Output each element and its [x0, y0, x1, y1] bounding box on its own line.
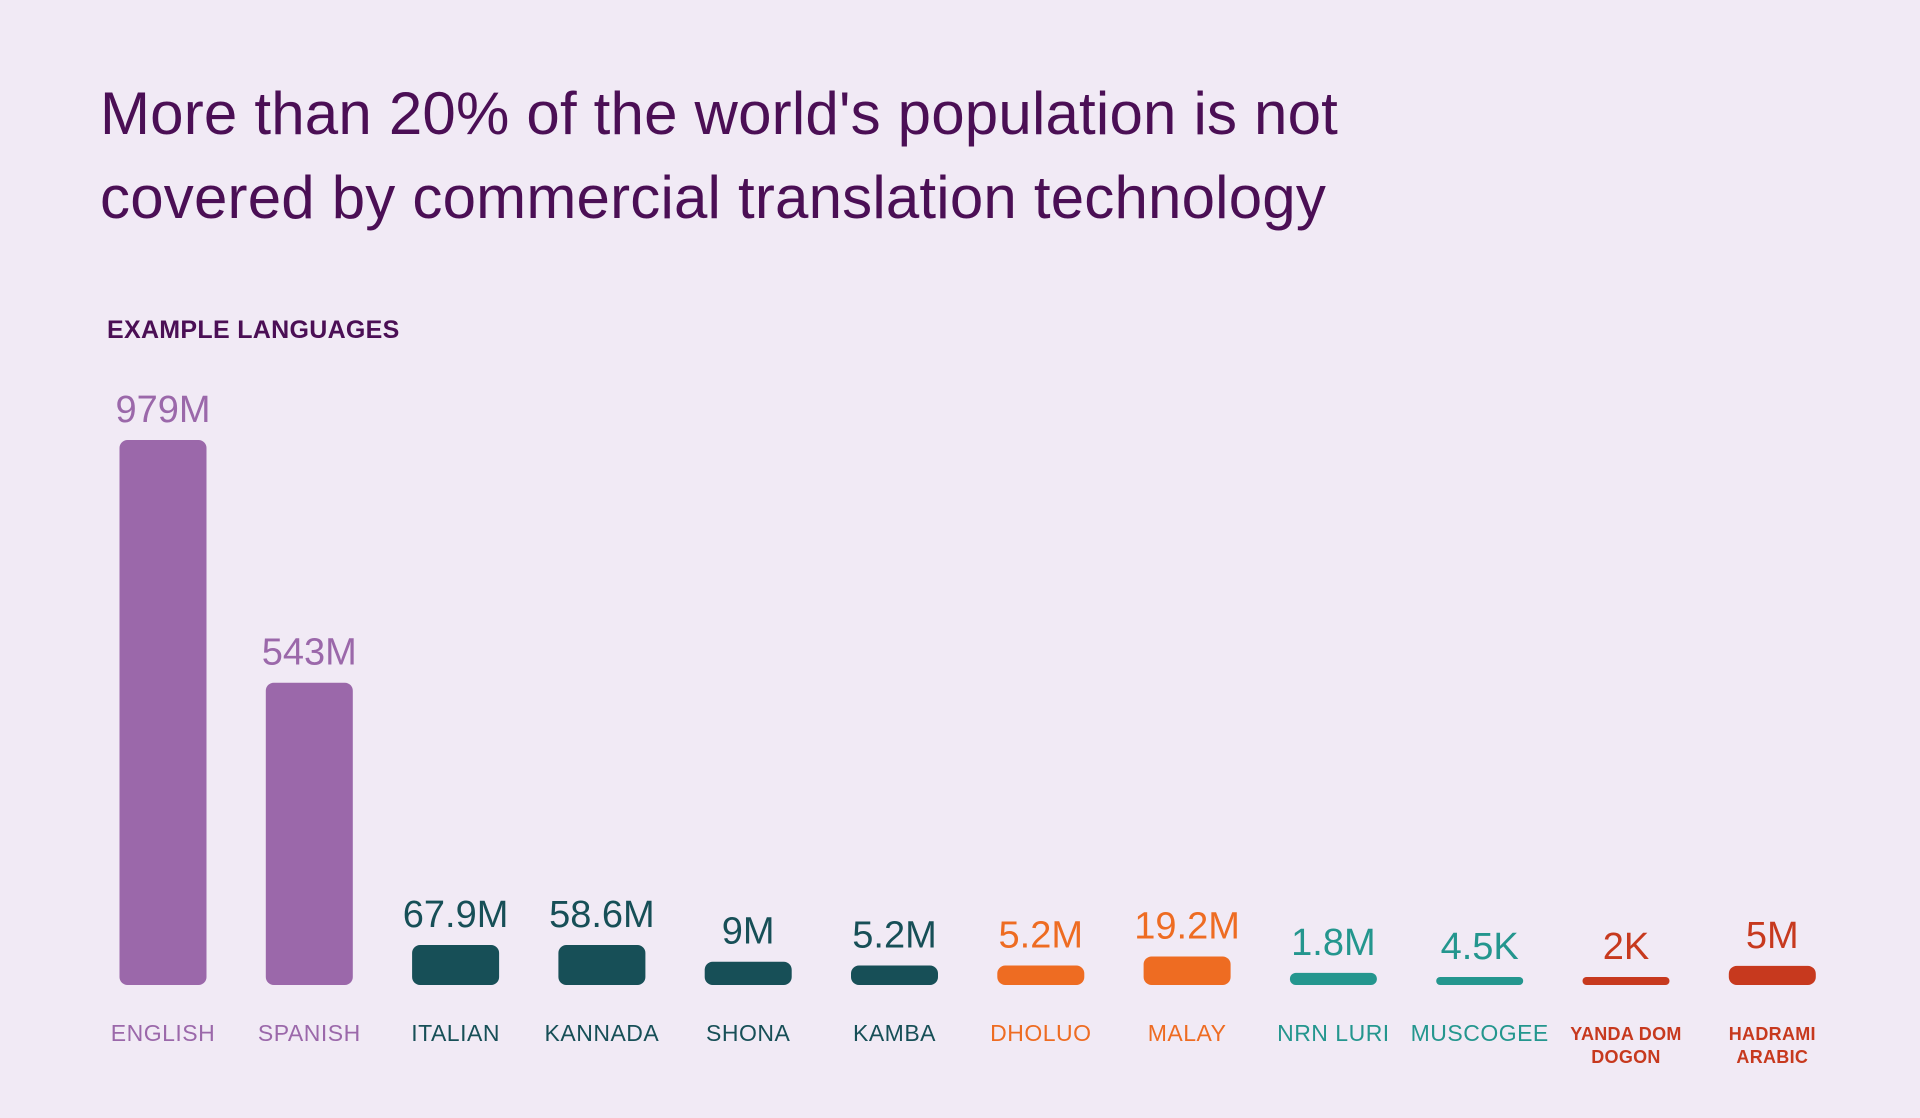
value-label: 58.6M: [549, 894, 655, 936]
value-label: 5.2M: [999, 915, 1083, 957]
category-label: ENGLISH: [111, 1020, 215, 1046]
value-label: 67.9M: [403, 894, 509, 936]
bar-kannada: [558, 945, 646, 985]
value-label: 1.8M: [1291, 922, 1375, 964]
bar-muscogee: [1436, 977, 1524, 985]
value-label: 2K: [1603, 926, 1649, 968]
section-label: EXAMPLE LANGUAGES: [107, 316, 400, 344]
category-label: MALAY: [1148, 1020, 1227, 1046]
value-label: 979M: [115, 389, 210, 431]
value-label: 5.2M: [852, 915, 936, 957]
category-label: KANNADA: [545, 1020, 660, 1046]
bar-english: [119, 440, 207, 985]
category-label: SHONA: [706, 1020, 790, 1046]
chart-title-line-1: More than 20% of the world's population …: [100, 80, 1339, 147]
category-label: NRN LURI: [1277, 1020, 1390, 1046]
category-label: KAMBA: [853, 1020, 936, 1046]
bar-malay: [1143, 956, 1231, 985]
bar-hadrami-arabic: [1728, 965, 1816, 985]
category-label: ARABIC: [1736, 1047, 1808, 1067]
category-label: DHOLUO: [990, 1020, 1091, 1046]
category-label: MUSCOGEE: [1411, 1020, 1549, 1046]
value-label: 5M: [1746, 915, 1799, 957]
value-label: 4.5K: [1441, 926, 1519, 968]
bar-yanda-dom-dogon: [1582, 977, 1670, 985]
bar-spanish: [265, 682, 353, 985]
bar-nrn-luri: [1289, 972, 1377, 985]
value-label: 19.2M: [1134, 905, 1240, 947]
category-label: SPANISH: [258, 1020, 361, 1046]
category-label: HADRAMI: [1729, 1024, 1816, 1044]
bar-kamba: [851, 965, 938, 985]
value-label: 9M: [722, 911, 775, 953]
bar-dholuo: [997, 965, 1085, 985]
category-label: ITALIAN: [411, 1020, 500, 1046]
category-label: DOGON: [1591, 1047, 1661, 1067]
chart-title-line-2: covered by commercial translation techno…: [100, 164, 1327, 231]
bar-shona: [704, 961, 792, 985]
value-label: 543M: [262, 632, 357, 674]
category-label: YANDA DOM: [1570, 1024, 1681, 1044]
chart-title: More than 20% of the world's population …: [100, 72, 1700, 240]
bar-italian: [412, 945, 500, 985]
